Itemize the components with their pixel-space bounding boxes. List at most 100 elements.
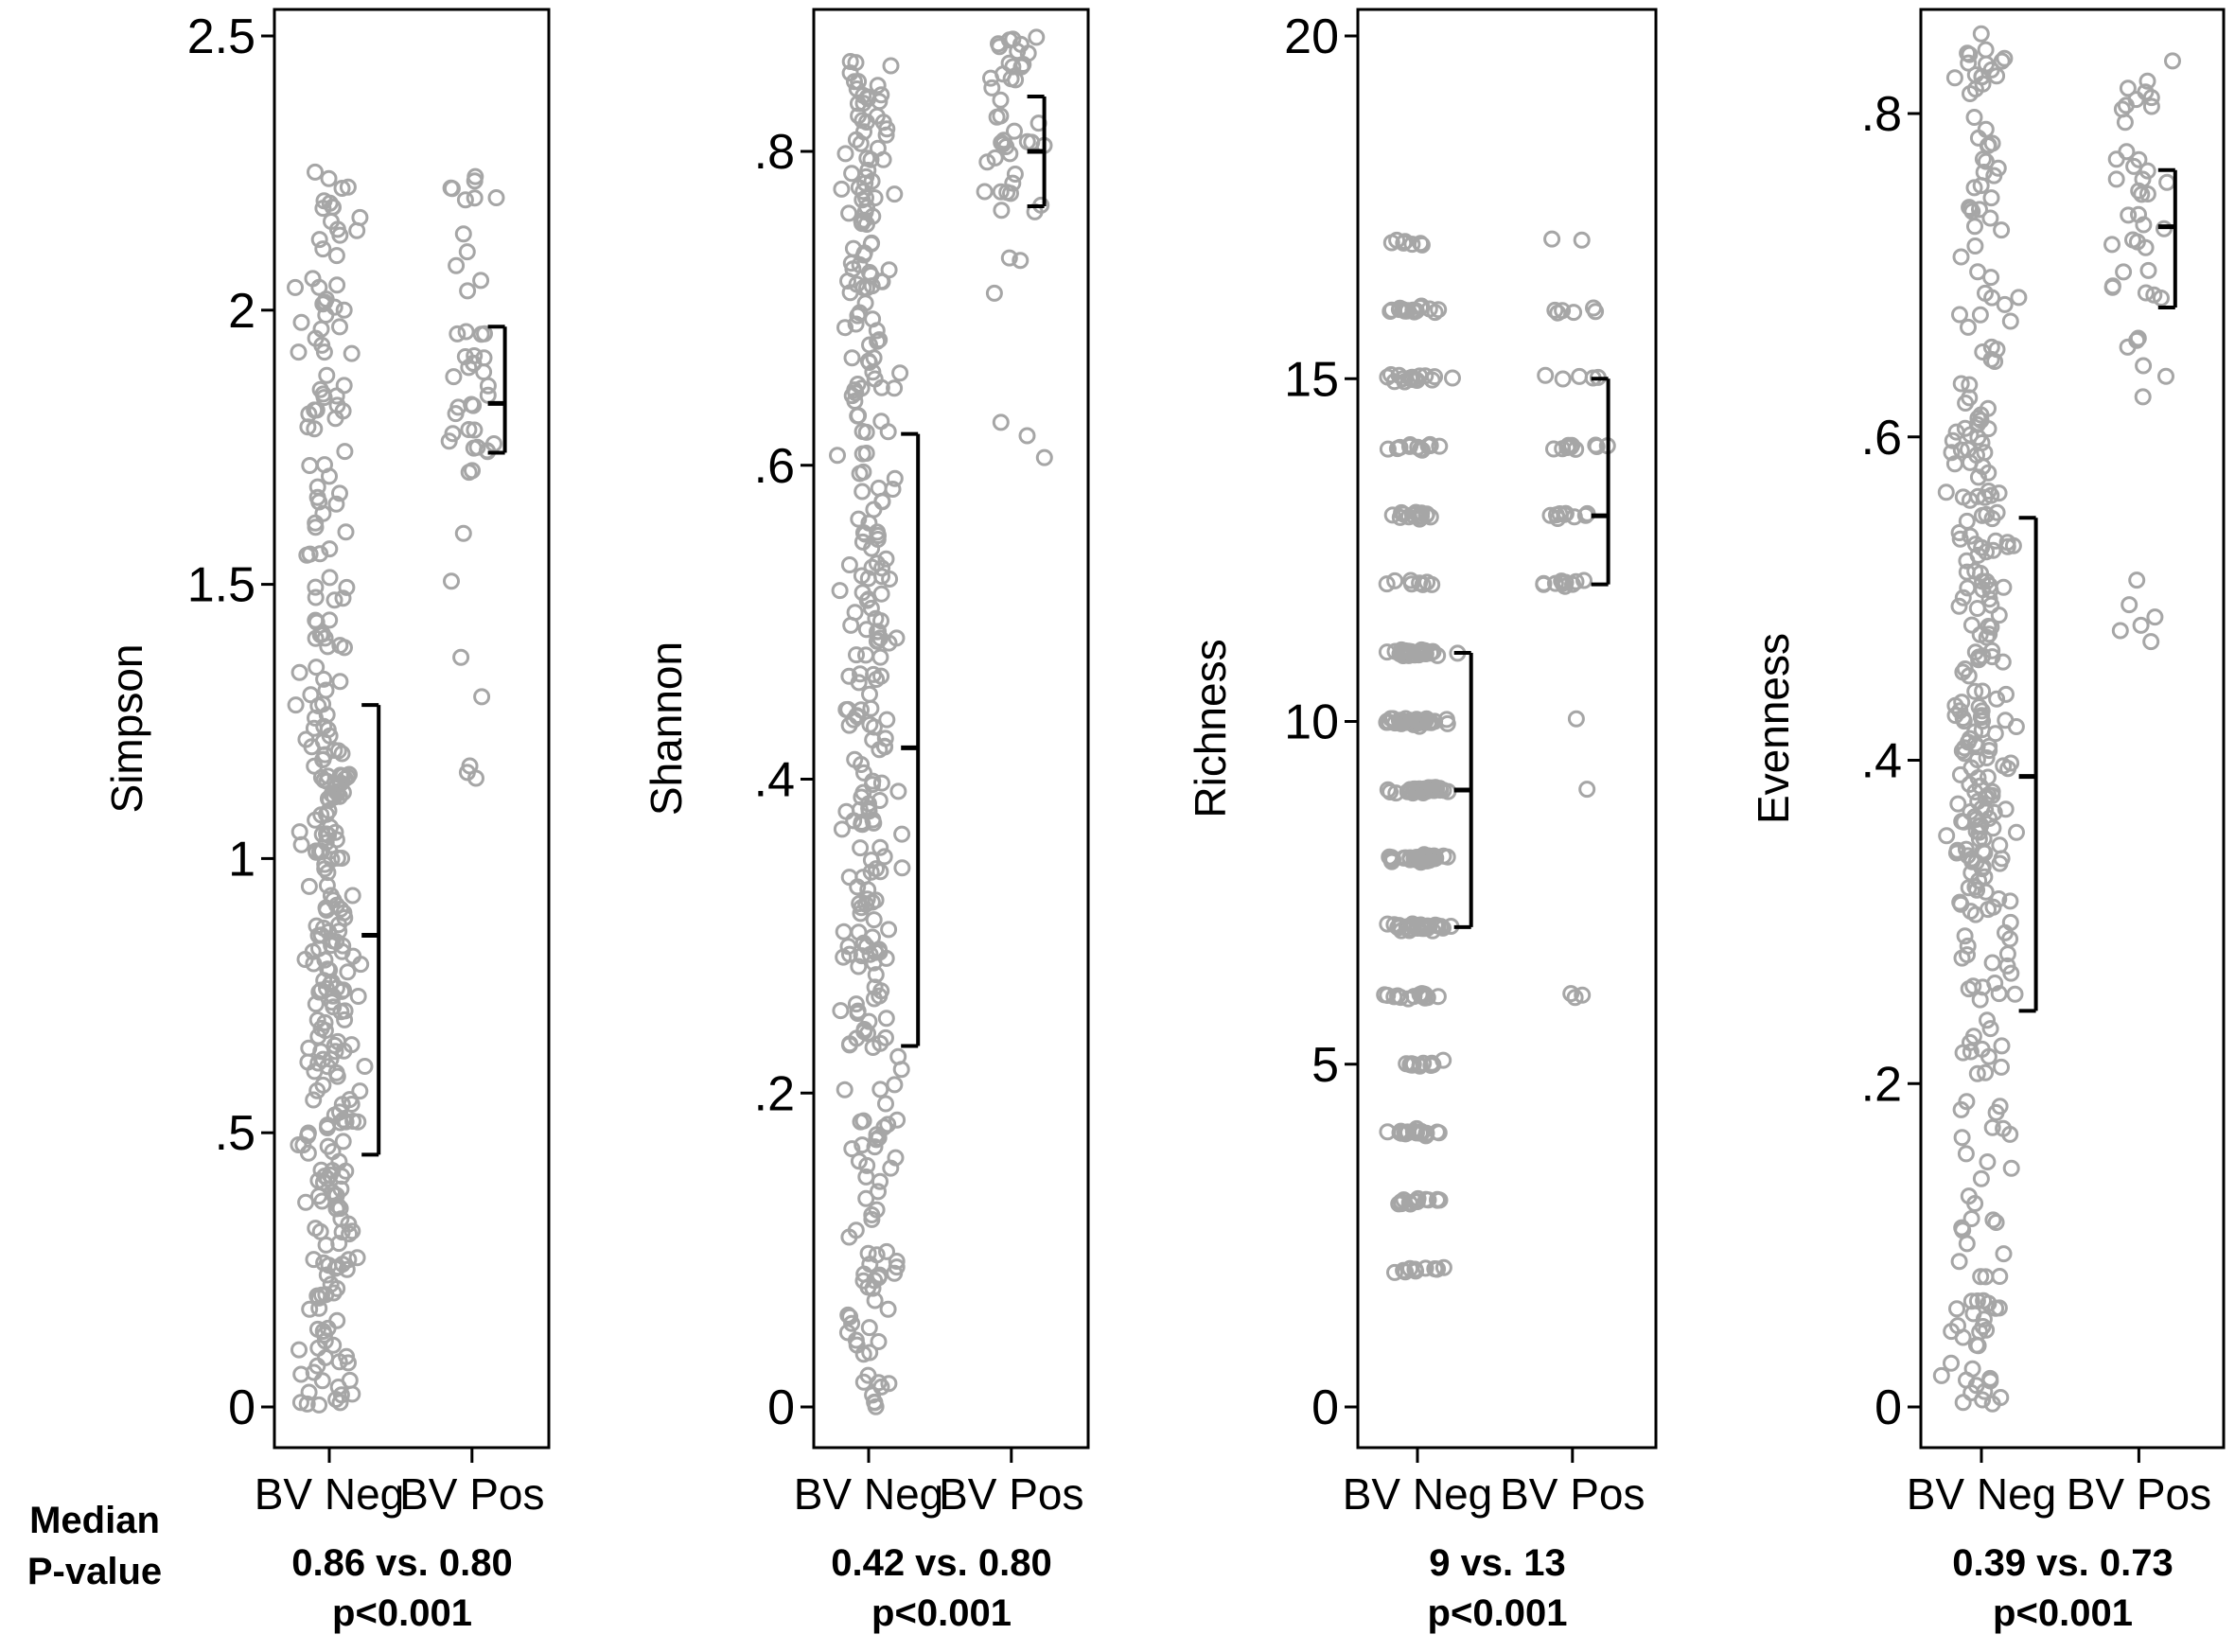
data-point — [1004, 174, 1022, 192]
data-point — [331, 484, 348, 502]
data-point — [2130, 150, 2148, 168]
data-point — [889, 1047, 907, 1065]
data-point — [859, 570, 877, 588]
data-point — [1961, 45, 1979, 63]
data-point — [326, 742, 343, 759]
data-point — [317, 1236, 335, 1254]
data-point — [2158, 173, 2176, 191]
data-point — [1983, 786, 2001, 804]
data-point — [1990, 985, 2008, 1003]
y-tick-label: 5 — [1311, 1038, 1339, 1093]
data-point — [850, 510, 868, 528]
data-point — [852, 839, 870, 857]
data-point — [1535, 575, 1553, 593]
data-point — [1397, 1125, 1415, 1143]
data-point — [300, 877, 318, 895]
data-point — [1966, 237, 1984, 255]
data-point — [1398, 1055, 1416, 1073]
x-tick-label: BV Pos — [939, 1469, 1083, 1519]
data-point — [873, 492, 891, 510]
data-point — [1980, 483, 1997, 500]
data-point — [865, 911, 883, 929]
data-point — [329, 1258, 347, 1276]
data-point — [1987, 1214, 2005, 1231]
data-point — [312, 1043, 330, 1061]
data-point — [1992, 1389, 2010, 1406]
data-point — [893, 825, 911, 843]
data-point — [1417, 1259, 1434, 1277]
data-point — [1389, 919, 1407, 937]
data-point — [849, 1002, 867, 1020]
data-point — [846, 73, 863, 91]
data-point — [2107, 170, 2125, 188]
data-point — [847, 315, 865, 333]
data-point — [877, 1095, 894, 1113]
data-point — [1386, 714, 1404, 732]
data-point — [1969, 468, 1987, 486]
y-tick-label: .2 — [1861, 1057, 1902, 1112]
data-point — [333, 942, 351, 960]
y-tick-label: .6 — [754, 439, 795, 494]
x-tick-label: BV Neg — [1343, 1469, 1493, 1519]
data-point — [1557, 573, 1575, 591]
data-point — [1587, 303, 1605, 321]
data-point — [829, 447, 846, 465]
data-point — [861, 715, 879, 733]
data-point — [1950, 1253, 1968, 1271]
y-axis-label: Richness — [1186, 639, 1235, 817]
y-tick-label: 15 — [1284, 352, 1339, 407]
data-point — [1943, 1323, 1961, 1341]
data-point — [311, 545, 329, 563]
data-point — [319, 1137, 337, 1155]
data-point — [879, 1116, 897, 1134]
data-point — [1426, 304, 1444, 322]
x-tick-label: BV Neg — [255, 1469, 405, 1519]
data-point — [312, 1019, 330, 1037]
data-point — [308, 401, 326, 419]
data-point — [1951, 306, 1968, 324]
data-point — [1981, 1020, 1999, 1038]
data-point — [836, 145, 854, 163]
data-point — [1407, 1123, 1425, 1141]
data-point — [847, 995, 865, 1013]
x-tick-label: BV Neg — [1907, 1469, 2057, 1519]
data-point — [302, 686, 320, 704]
data-point — [991, 38, 1009, 56]
data-point — [323, 851, 341, 869]
data-point — [1946, 696, 1964, 714]
data-point — [309, 1171, 327, 1189]
data-point — [2002, 1159, 2020, 1177]
data-point — [880, 921, 898, 939]
data-point — [859, 881, 877, 899]
data-point — [331, 226, 349, 244]
data-point — [886, 1076, 904, 1094]
data-point — [307, 514, 325, 532]
data-point — [1394, 712, 1412, 730]
data-point — [325, 1284, 343, 1302]
data-point — [1947, 844, 1965, 862]
data-point — [1541, 506, 1559, 524]
data-point — [2133, 185, 2151, 203]
data-point — [479, 377, 497, 395]
data-point — [1962, 1292, 1980, 1310]
data-point — [1566, 989, 1584, 1007]
data-point — [1035, 448, 1053, 466]
data-point — [856, 174, 874, 192]
data-point — [891, 364, 909, 382]
data-point — [1978, 749, 1996, 766]
data-point — [443, 572, 460, 590]
data-point — [352, 956, 370, 974]
data-point — [2001, 1125, 2019, 1143]
data-point — [1562, 985, 1580, 1003]
data-point — [297, 1193, 315, 1211]
data-point — [840, 667, 858, 685]
data-point — [1574, 986, 1592, 1004]
data-point — [1434, 1051, 1452, 1069]
data-point — [1431, 1191, 1449, 1209]
data-point — [1960, 318, 1977, 336]
data-point — [307, 578, 325, 596]
pvalue-text: p<0.001 — [1428, 1592, 1568, 1634]
panel-richness: 0 5 10 15 20 Richness BV Neg BV Pos 9 vs. 13 p<0.… — [1186, 8, 1658, 1634]
data-point — [871, 792, 889, 809]
data-point — [333, 1223, 351, 1241]
